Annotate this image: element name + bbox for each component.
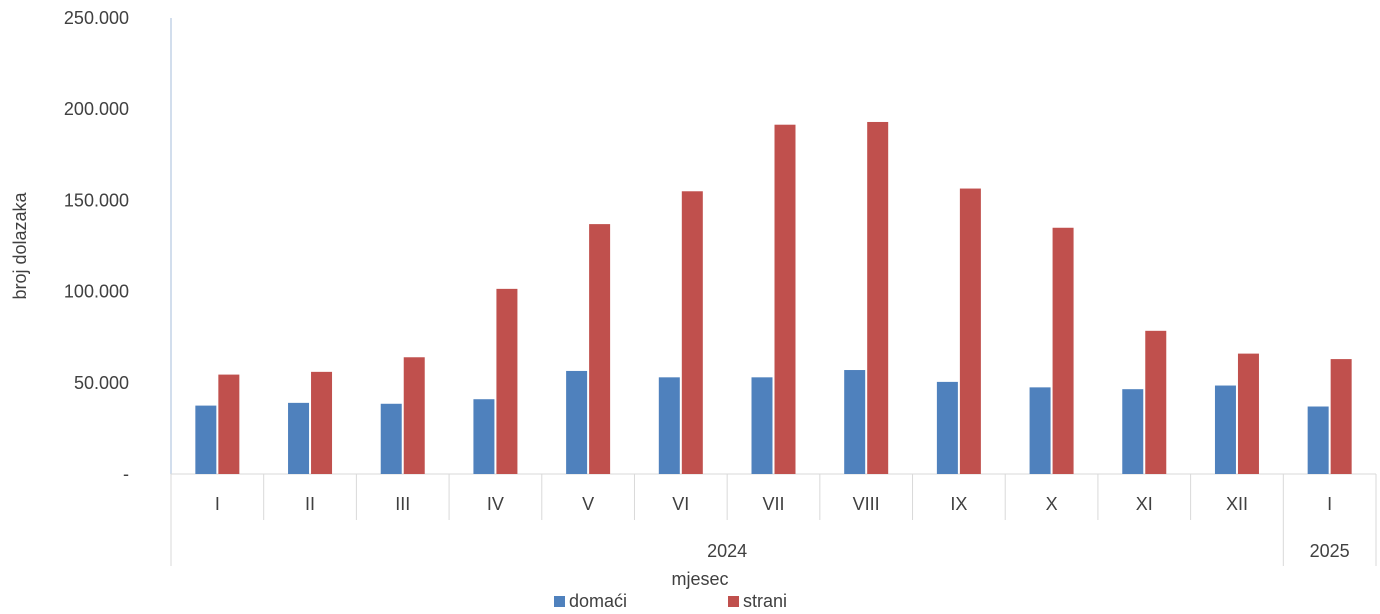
bar-domaci — [195, 405, 217, 474]
x-tick-label: V — [582, 494, 594, 514]
bar-strani — [403, 357, 425, 474]
y-axis-title: broj dolazaka — [10, 191, 30, 299]
y-tick-label: 200.000 — [64, 99, 129, 119]
y-tick-label: 250.000 — [64, 8, 129, 28]
bar-domaci — [844, 370, 866, 474]
x-tick-label: XI — [1136, 494, 1153, 514]
bar-strani — [867, 121, 889, 474]
bar-domaci — [1214, 385, 1236, 474]
legend-label-strani: strani — [743, 591, 787, 611]
x-tick-label: I — [215, 494, 220, 514]
bar-domaci — [1307, 406, 1329, 474]
legend: domaći strani — [554, 591, 787, 611]
bar-strani — [1237, 353, 1259, 474]
legend-swatch-domaci — [554, 596, 565, 607]
group-label: 2024 — [707, 541, 747, 561]
bar-strani — [1330, 359, 1352, 474]
group-label: 2025 — [1310, 541, 1350, 561]
bar-domaci — [1029, 387, 1051, 474]
x-tick-label: II — [305, 494, 315, 514]
bar-domaci — [473, 399, 495, 474]
bar-strani — [681, 191, 703, 474]
x-tick-label: VIII — [853, 494, 880, 514]
bar-strani — [589, 224, 611, 474]
y-tick-label: 100.000 — [64, 282, 129, 302]
x-tick-label: VI — [672, 494, 689, 514]
x-tick-label: IX — [950, 494, 967, 514]
bar-strani — [218, 374, 240, 474]
bar-strani — [1052, 227, 1074, 474]
bar-domaci — [751, 377, 773, 474]
x-tick-label: X — [1046, 494, 1058, 514]
x-tick-label: XII — [1226, 494, 1248, 514]
bar-strani — [774, 124, 796, 474]
bar-domaci — [566, 370, 588, 474]
bar-strani — [1145, 330, 1167, 474]
x-axis-title: mjesec — [671, 569, 728, 589]
bar-domaci — [288, 402, 310, 474]
y-tick-label: - — [123, 464, 129, 484]
bar-strani — [959, 188, 981, 474]
bar-strani — [496, 288, 518, 474]
bar-domaci — [658, 377, 680, 474]
bar-strani — [311, 371, 333, 474]
x-tick-label: VII — [762, 494, 784, 514]
x-tick-label: IV — [487, 494, 504, 514]
x-tick-label: I — [1327, 494, 1332, 514]
y-tick-label: 50.000 — [74, 373, 129, 393]
bar-domaci — [380, 403, 402, 474]
legend-label-domaci: domaći — [569, 591, 627, 611]
bar-domaci — [936, 381, 958, 474]
legend-swatch-strani — [728, 596, 739, 607]
x-tick-label: III — [395, 494, 410, 514]
bar-domaci — [1122, 389, 1144, 474]
y-tick-label: 150.000 — [64, 190, 129, 210]
